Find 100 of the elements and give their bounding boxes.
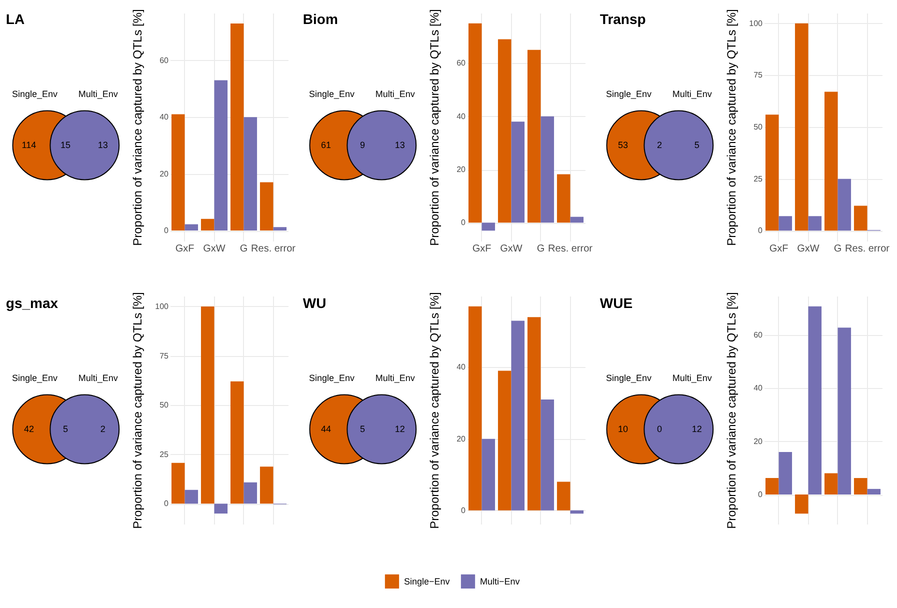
x-tick-label: GxF	[769, 244, 788, 254]
text: WUE	[600, 295, 633, 311]
category-label: Multi_Env	[375, 373, 416, 384]
category-label: Multi_Env	[78, 373, 118, 384]
bar	[824, 473, 838, 495]
bar	[540, 116, 554, 223]
bar	[511, 122, 525, 223]
text: 5	[360, 424, 365, 434]
text: 12	[394, 424, 405, 434]
bar	[244, 482, 258, 504]
x-tick-label: GxF	[472, 244, 492, 254]
y-axis-title: Proportion of variance captured by QTLs [%]	[130, 9, 144, 246]
text: 10	[618, 424, 628, 434]
bar	[511, 320, 525, 510]
text: 42	[24, 424, 34, 434]
text: 13	[394, 140, 405, 150]
y-axis-title: Proportion of variance captured by QTLs [%]	[428, 292, 442, 529]
y-tick-label: 20	[160, 169, 170, 178]
bar	[794, 23, 808, 231]
bar	[778, 216, 792, 231]
legend-label: Multi−Env	[480, 576, 520, 586]
y-tick-label: 0	[164, 226, 170, 236]
bar	[171, 462, 185, 504]
text: Transp	[600, 11, 646, 27]
bar	[260, 466, 274, 504]
bar	[778, 452, 792, 495]
bar	[838, 178, 852, 231]
bar	[527, 50, 541, 223]
category-label: Single_Env	[308, 89, 355, 100]
y-tick-label: 0	[461, 218, 466, 228]
text: 5	[694, 140, 700, 150]
x-tick-label: G	[536, 244, 545, 254]
category-label: Single_Env	[606, 373, 652, 384]
bar	[838, 328, 852, 495]
y-axis-title: Proportion of variance captured by QTLs [%]	[428, 9, 442, 246]
y-tick-label: 20	[754, 436, 764, 446]
bar	[765, 478, 779, 495]
text: 12	[692, 424, 702, 434]
y-tick-label: 25	[160, 450, 170, 459]
category-label: Single_Env	[12, 373, 58, 384]
y-tick-label: 25	[754, 174, 764, 184]
y-tick-label: 75	[160, 351, 170, 360]
bar	[765, 114, 779, 231]
bar	[273, 227, 287, 231]
bar	[808, 216, 822, 231]
category-label: Single_Env	[12, 89, 58, 100]
bar	[556, 482, 570, 510]
y-tick-label: 40	[754, 384, 764, 393]
y-tick-label: 50	[160, 400, 170, 410]
x-tick-label: G	[834, 244, 842, 254]
text: 13	[98, 140, 108, 150]
y-tick-label: 20	[456, 434, 466, 444]
bar	[854, 478, 868, 495]
y-tick-label: 0	[758, 226, 764, 236]
bar	[214, 504, 228, 514]
x-tick-label: GxF	[175, 244, 194, 254]
bar	[854, 206, 868, 231]
y-tick-label: 60	[754, 330, 764, 340]
bar	[468, 306, 482, 510]
text: Biom	[302, 11, 338, 27]
y-tick-label: 50	[754, 122, 764, 132]
text: 9	[360, 140, 365, 150]
bar	[867, 488, 881, 495]
legend-label: Single−Env	[404, 576, 450, 586]
x-tick-label: G	[240, 244, 248, 254]
text: gs_max	[6, 295, 58, 311]
text: 44	[320, 424, 331, 434]
category-label: Multi_Env	[672, 373, 712, 384]
category-label: Single_Env	[308, 373, 355, 384]
y-tick-label: 40	[456, 362, 466, 372]
y-tick-label: 60	[160, 56, 170, 65]
bar	[468, 23, 482, 223]
y-tick-label: 60	[456, 58, 466, 68]
x-tick-label: Res. error	[548, 244, 594, 254]
bar	[808, 306, 822, 495]
bar	[260, 182, 274, 231]
y-axis-title: Proportion of variance captured by QTLs [%]	[724, 9, 738, 246]
x-tick-label: GxW	[797, 244, 820, 254]
bar	[200, 306, 214, 504]
bar	[824, 92, 838, 231]
y-tick-label: 100	[155, 302, 170, 311]
bar	[171, 114, 185, 231]
text: 5	[62, 424, 68, 434]
text: 2	[656, 140, 662, 150]
x-tick-label: Res. error	[845, 244, 890, 254]
bar	[244, 117, 258, 231]
text: 0	[656, 424, 662, 434]
bar	[556, 174, 570, 223]
bar	[527, 317, 541, 510]
text: 53	[618, 140, 628, 150]
text: 2	[100, 424, 106, 434]
bar	[214, 80, 228, 231]
category-label: Multi_Env	[672, 89, 712, 100]
text: WU	[302, 295, 326, 311]
x-tick-label: Res. error	[251, 244, 296, 254]
bar	[482, 438, 496, 510]
y-axis-title: Proportion of variance captured by QTLs [%]	[130, 292, 144, 529]
y-tick-label: 40	[160, 112, 170, 122]
bar	[230, 381, 244, 504]
text: 61	[320, 140, 331, 150]
